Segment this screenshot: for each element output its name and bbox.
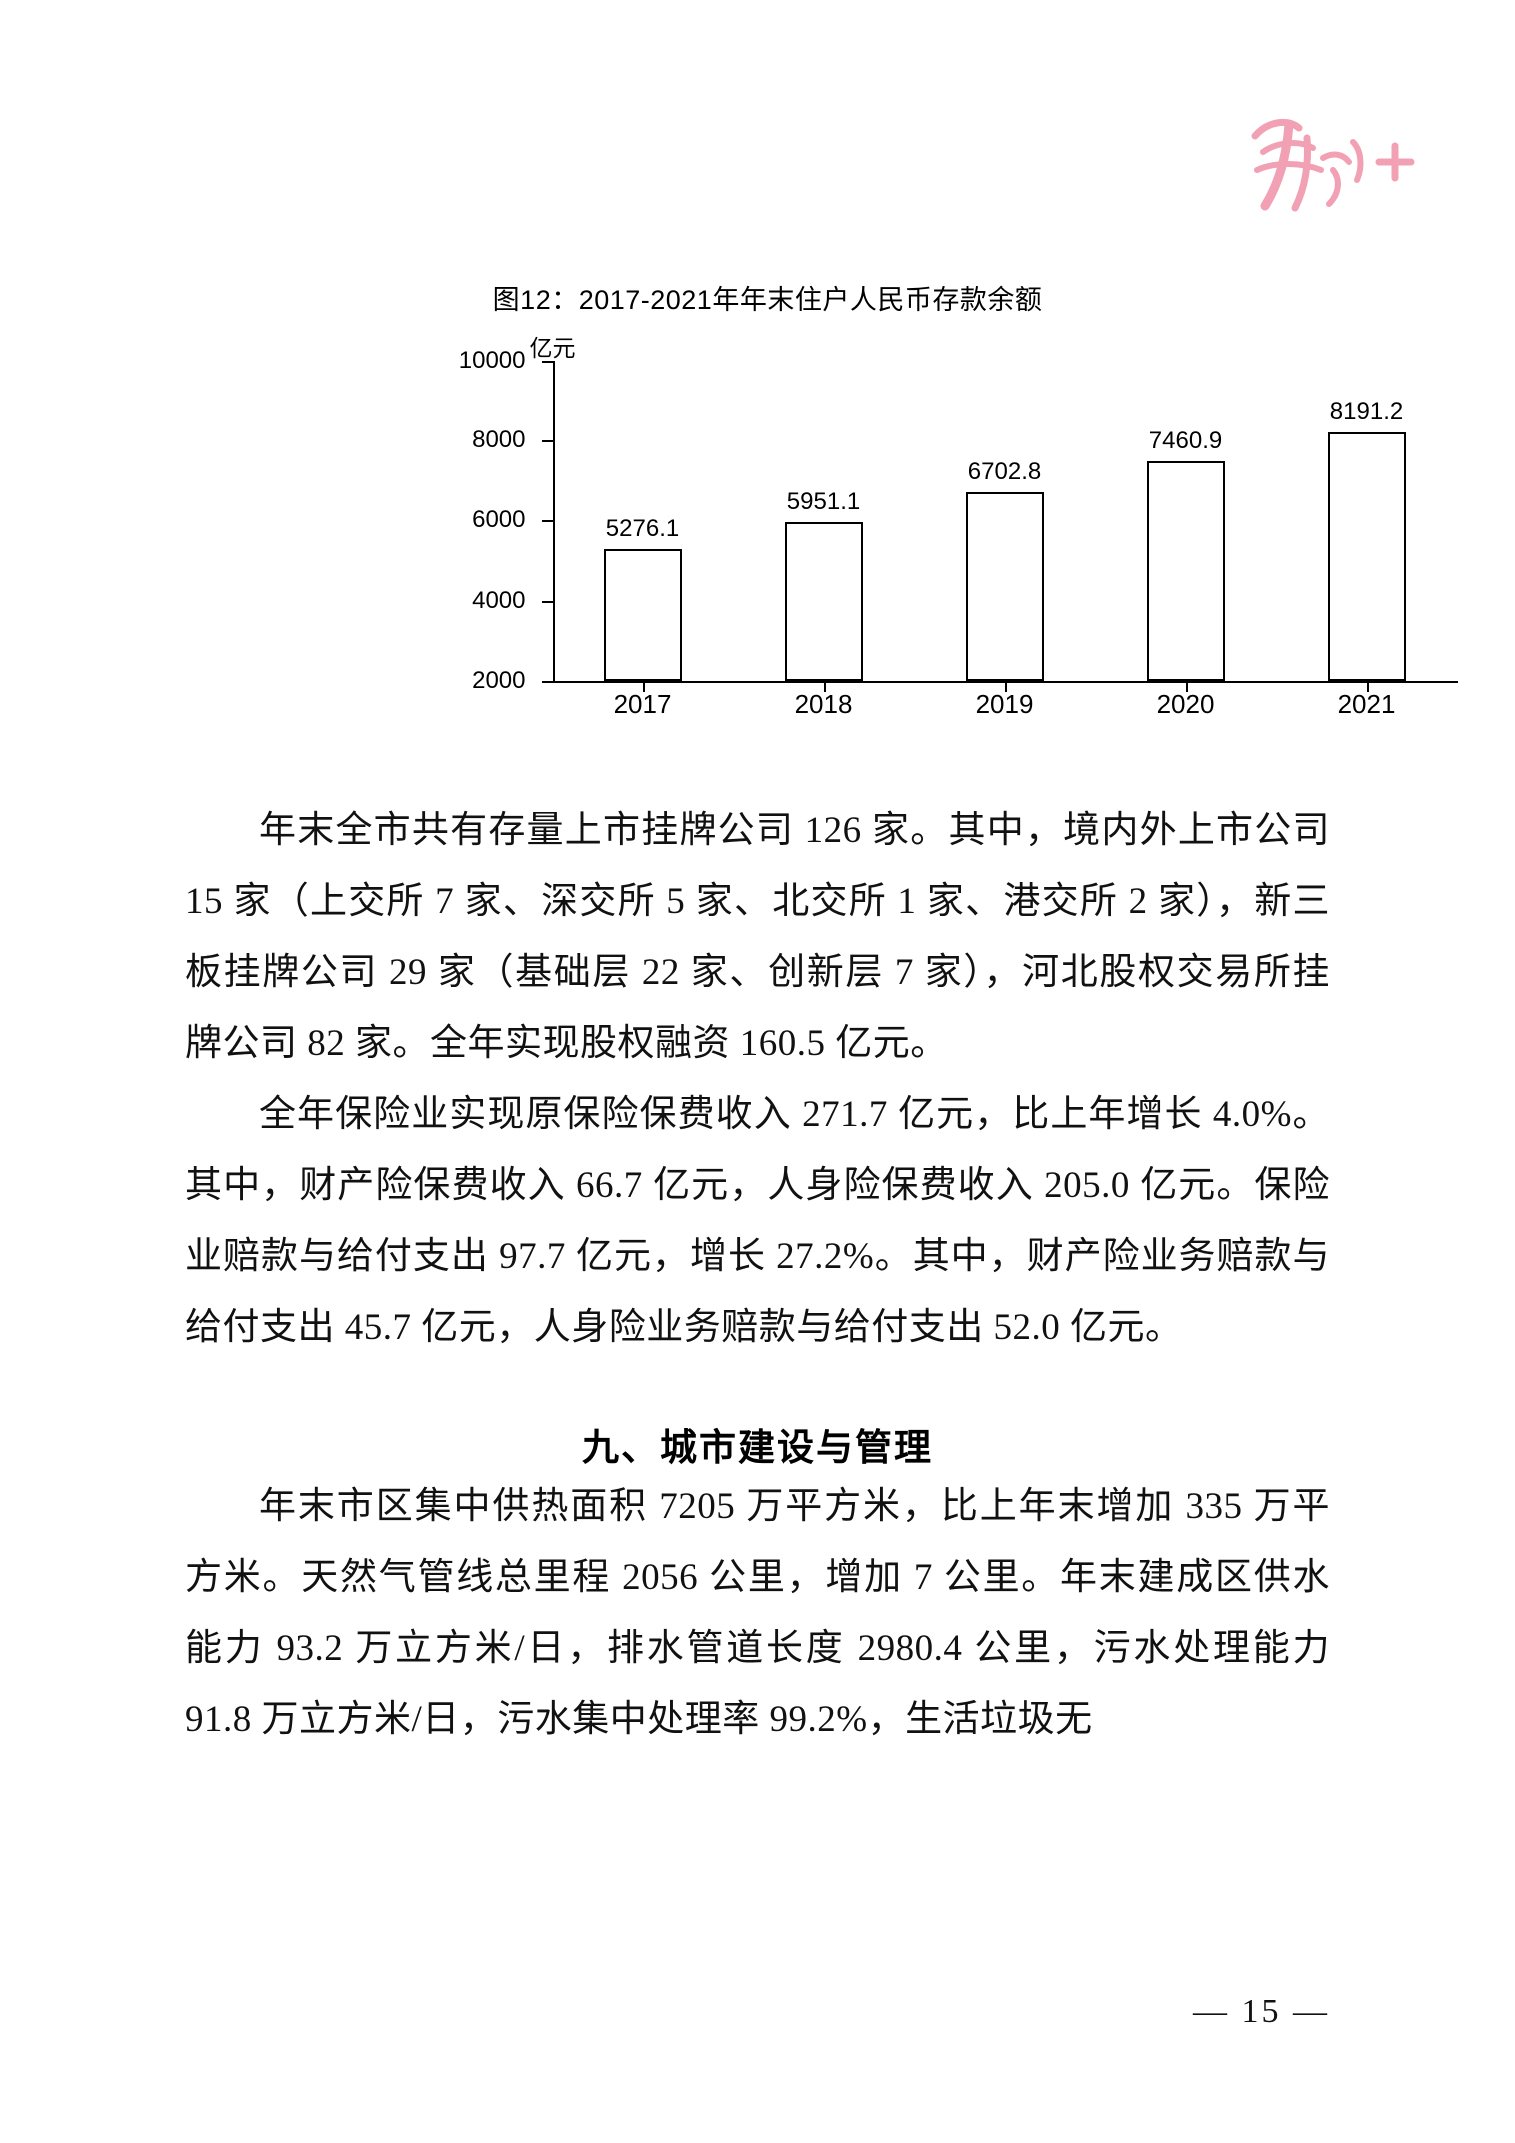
y-tick-2000: 2000 bbox=[472, 667, 553, 694]
x-category-2019: 2019 bbox=[975, 689, 1034, 719]
y-tick-6000: 6000 bbox=[472, 506, 553, 533]
bar-2021 bbox=[1327, 432, 1406, 681]
chart-title: 图12：2017-2021年年末住户人民币存款余额 bbox=[492, 285, 1043, 315]
x-category-2021: 2021 bbox=[1337, 689, 1396, 719]
x-tick-divider-2 bbox=[823, 683, 826, 692]
bar-2017 bbox=[603, 549, 682, 681]
bar-2020 bbox=[1146, 461, 1225, 681]
chart-unit-label: 亿元 bbox=[529, 335, 576, 361]
bar-2018 bbox=[784, 522, 863, 681]
x-tick-divider-5 bbox=[1366, 683, 1369, 692]
y-tick-label-4000: 4000 bbox=[472, 586, 526, 614]
y-axis-line bbox=[552, 361, 555, 683]
y-tick-10000: 10000 bbox=[459, 347, 553, 374]
x-tick-divider-4 bbox=[1185, 683, 1188, 692]
bar-value-2021: 8191.2 bbox=[1329, 398, 1404, 425]
bar-2019 bbox=[965, 492, 1044, 681]
chart-plot-area: 亿元 10000 8000 6000 4000 2000 bbox=[208, 333, 1458, 753]
y-tick-label-8000: 8000 bbox=[472, 425, 526, 453]
y-tick-label-6000: 6000 bbox=[472, 506, 526, 533]
x-category-2020: 2020 bbox=[1156, 689, 1215, 719]
page-number: — 15 — bbox=[1193, 1993, 1330, 2030]
x-axis-line bbox=[552, 681, 1458, 683]
x-category-2018: 2018 bbox=[794, 689, 853, 719]
document-body: 年末全市共有存量上市挂牌公司 126 家。其中，境内外上市公司 15 家（上交所… bbox=[185, 795, 1330, 1755]
bar-value-2020: 7460.9 bbox=[1148, 427, 1223, 454]
y-tick-label-10000: 10000 bbox=[458, 347, 526, 374]
bar-value-2018: 5951.1 bbox=[786, 488, 861, 515]
paragraph-listed-companies: 年末全市共有存量上市挂牌公司 126 家。其中，境内外上市公司 15 家（上交所… bbox=[185, 810, 1330, 1064]
paragraph-urban-infrastructure: 年末市区集中供热面积 7205 万平方米，比上年末增加 335 万平方米。天然气… bbox=[185, 1486, 1330, 1740]
bar-value-2017: 5276.1 bbox=[605, 515, 680, 542]
x-tick-divider-1 bbox=[642, 683, 645, 692]
chart-axes: 10000 8000 6000 4000 2000 bbox=[459, 347, 1458, 719]
y-tick-8000: 8000 bbox=[472, 426, 553, 453]
x-category-2017: 2017 bbox=[613, 689, 672, 719]
figure-12-chart: 图12：2017-2021年年末住户人民币存款余额 亿元 10000 8000 … bbox=[0, 278, 1515, 753]
y-tick-label-2000: 2000 bbox=[472, 667, 526, 694]
section-heading-urban-construction: 九、城市建设与管理 bbox=[582, 1427, 933, 1468]
brand-watermark-logo bbox=[1237, 108, 1427, 228]
y-tick-4000: 4000 bbox=[472, 587, 553, 614]
paragraph-insurance: 全年保险业实现原保险保费收入 271.7 亿元，比上年增长 4.0%。其中，财产… bbox=[185, 1094, 1330, 1348]
x-tick-divider-3 bbox=[1004, 683, 1007, 692]
bar-value-2019: 6702.8 bbox=[967, 458, 1042, 485]
